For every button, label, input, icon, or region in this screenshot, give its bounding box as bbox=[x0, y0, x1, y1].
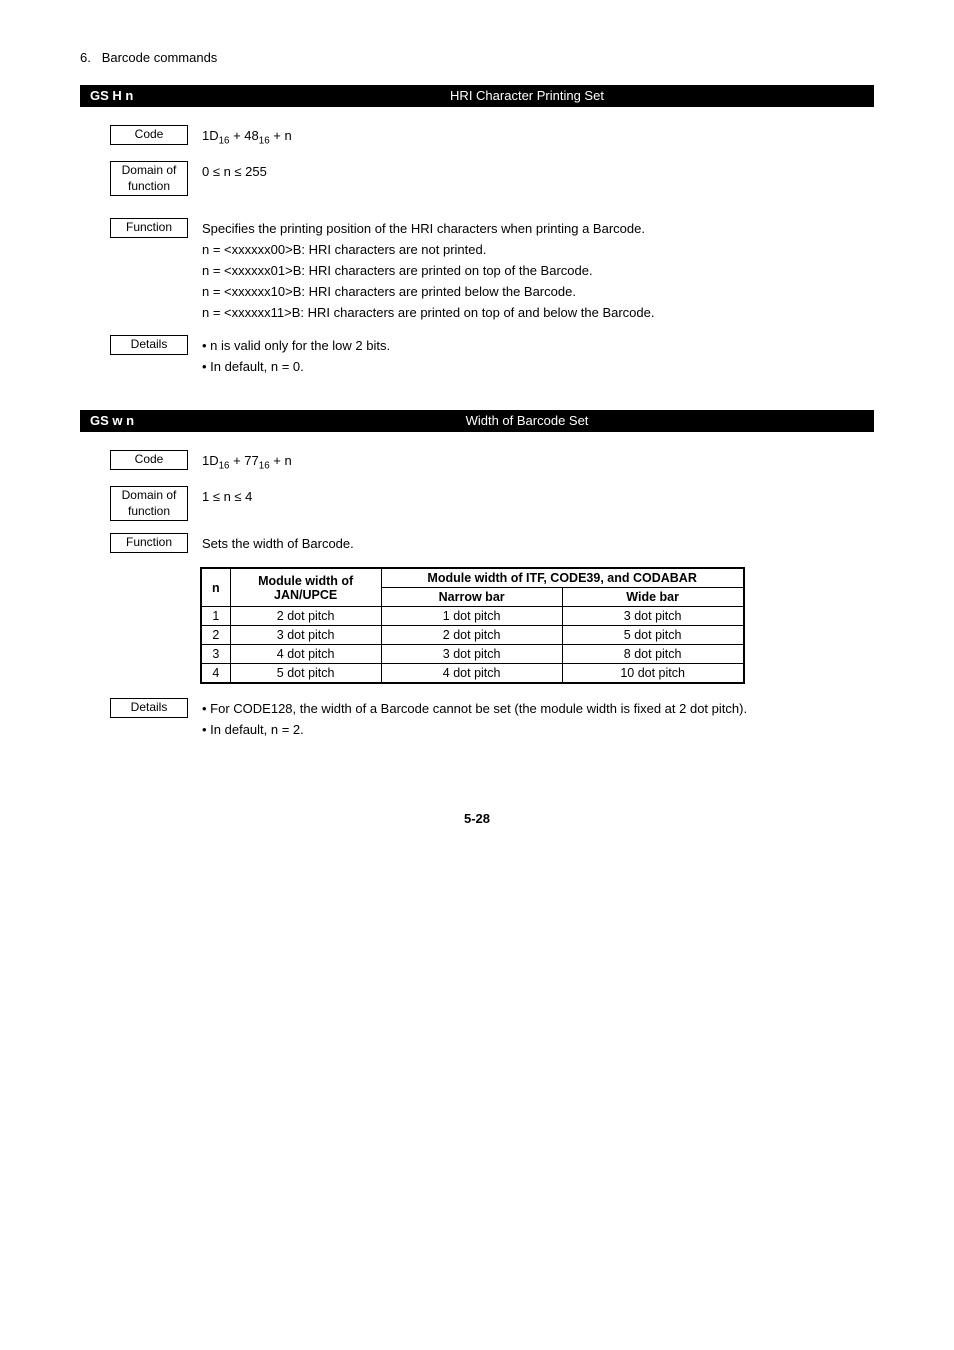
cell-narrow: 4 dot pitch bbox=[381, 664, 562, 684]
label-details: Details bbox=[110, 698, 188, 718]
label-function: Function bbox=[110, 218, 188, 238]
cell-mw: 5 dot pitch bbox=[230, 664, 381, 684]
cell-n: 2 bbox=[201, 626, 230, 645]
th-narrow: Narrow bar bbox=[381, 588, 562, 607]
cell-n: 1 bbox=[201, 607, 230, 626]
table-row: 1 2 dot pitch 1 dot pitch 3 dot pitch bbox=[201, 607, 744, 626]
details-content: • For CODE128, the width of a Barcode ca… bbox=[202, 698, 874, 741]
code-value: 1D16 + 4816 + n bbox=[202, 125, 874, 149]
page-number: 5-28 bbox=[80, 811, 874, 826]
function-value: Sets the width of Barcode. bbox=[202, 533, 874, 555]
label-domain: Domain of function bbox=[110, 486, 188, 521]
th-module-width: Module width of JAN/UPCE bbox=[230, 568, 381, 607]
section-header: 6. Barcode commands bbox=[80, 50, 874, 65]
cell-n: 3 bbox=[201, 645, 230, 664]
cell-narrow: 3 dot pitch bbox=[381, 645, 562, 664]
module-width-table: n Module width of JAN/UPCE Module width … bbox=[200, 567, 745, 684]
function-content: Specifies the printing position of the H… bbox=[202, 218, 874, 323]
cell-wide: 10 dot pitch bbox=[562, 664, 744, 684]
th-itf: Module width of ITF, CODE39, and CODABAR bbox=[381, 568, 744, 588]
command-title: HRI Character Printing Set bbox=[290, 88, 764, 103]
cell-wide: 5 dot pitch bbox=[562, 626, 744, 645]
command-bar-gs-w-n: GS w n Width of Barcode Set bbox=[80, 410, 874, 432]
label-function: Function bbox=[110, 533, 188, 553]
command-title: Width of Barcode Set bbox=[290, 413, 764, 428]
th-wide: Wide bar bbox=[562, 588, 744, 607]
function-line: n = <xxxxxx11>B: HRI characters are prin… bbox=[202, 305, 655, 320]
details-line: • n is valid only for the low 2 bits. bbox=[202, 338, 390, 353]
table-row: 2 3 dot pitch 2 dot pitch 5 dot pitch bbox=[201, 626, 744, 645]
details-line: • In default, n = 2. bbox=[202, 720, 874, 741]
table-row: 3 4 dot pitch 3 dot pitch 8 dot pitch bbox=[201, 645, 744, 664]
function-line: n = <xxxxxx01>B: HRI characters are prin… bbox=[202, 263, 593, 278]
command-name: GS w n bbox=[90, 413, 290, 428]
command-name: GS H n bbox=[90, 88, 290, 103]
section-title: Barcode commands bbox=[102, 50, 218, 65]
cell-wide: 8 dot pitch bbox=[562, 645, 744, 664]
cell-mw: 3 dot pitch bbox=[230, 626, 381, 645]
cell-wide: 3 dot pitch bbox=[562, 607, 744, 626]
cell-n: 4 bbox=[201, 664, 230, 684]
function-intro: Specifies the printing position of the H… bbox=[202, 221, 645, 236]
details-content: • n is valid only for the low 2 bits. • … bbox=[202, 335, 874, 378]
details-line: • In default, n = 0. bbox=[202, 359, 304, 374]
cell-narrow: 2 dot pitch bbox=[381, 626, 562, 645]
th-n: n bbox=[201, 568, 230, 607]
details-line: • For CODE128, the width of a Barcode ca… bbox=[202, 699, 874, 720]
table-row: 4 5 dot pitch 4 dot pitch 10 dot pitch bbox=[201, 664, 744, 684]
function-line: n = <xxxxxx10>B: HRI characters are prin… bbox=[202, 284, 576, 299]
label-code: Code bbox=[110, 125, 188, 145]
code-value: 1D16 + 7716 + n bbox=[202, 450, 874, 474]
label-code: Code bbox=[110, 450, 188, 470]
domain-value: 0 ≤ n ≤ 255 bbox=[202, 161, 874, 183]
cell-mw: 4 dot pitch bbox=[230, 645, 381, 664]
domain-value: 1 ≤ n ≤ 4 bbox=[202, 486, 874, 508]
command-bar-gs-h-n: GS H n HRI Character Printing Set bbox=[80, 85, 874, 107]
label-domain: Domain of function bbox=[110, 161, 188, 196]
function-line: n = <xxxxxx00>B: HRI characters are not … bbox=[202, 242, 486, 257]
section-number: 6. bbox=[80, 50, 91, 65]
cell-mw: 2 dot pitch bbox=[230, 607, 381, 626]
label-details: Details bbox=[110, 335, 188, 355]
cell-narrow: 1 dot pitch bbox=[381, 607, 562, 626]
